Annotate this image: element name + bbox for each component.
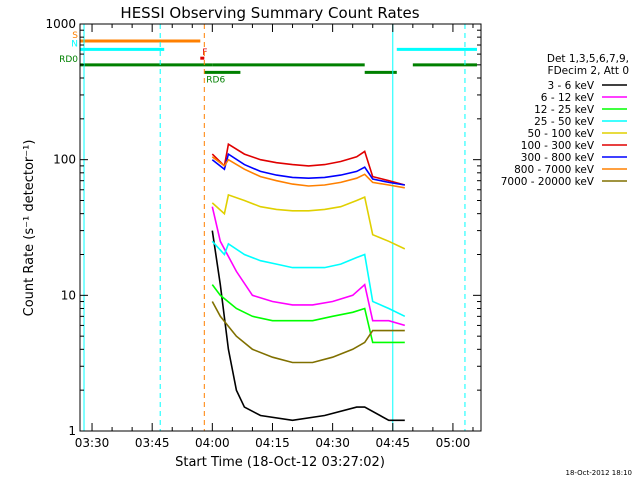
- x-axis: 03:30 03:45 04:00 04:15 04:30 04:45 05:00: [75, 24, 474, 450]
- legend-header-line: FDecim 2, Att 0: [548, 65, 629, 77]
- plot-frame: [79, 23, 482, 432]
- legend-label: 7000 - 20000 keV: [501, 176, 595, 188]
- flag-label-rd6: RD6: [206, 75, 225, 85]
- series-layer: [211, 142, 406, 422]
- series-line-7: [211, 156, 405, 189]
- series-line-6: [211, 152, 405, 186]
- y-tick-label: 1: [68, 424, 76, 438]
- legend-label: 100 - 300 keV: [521, 140, 595, 152]
- legend-label: 800 - 7000 keV: [514, 164, 595, 176]
- legend-label: 300 - 800 keV: [521, 152, 595, 164]
- series-line-5: [211, 142, 406, 186]
- series-line-1: [211, 206, 406, 327]
- legend-label: 12 - 25 keV: [534, 104, 595, 116]
- flag-label-s: S: [72, 31, 78, 41]
- legend: Det 1,3,5,6,7,9,FDecim 2, Att 0 3 - 6 keV…: [501, 53, 629, 188]
- timestamp: 18-Oct-2012 18:10: [566, 469, 632, 477]
- x-tick-label: 04:45: [375, 436, 410, 450]
- y-axis-label: Count Rate (s⁻¹ detector⁻¹): [22, 140, 37, 317]
- y-tick-label: 100: [53, 153, 76, 167]
- series-line-4: [211, 193, 406, 250]
- flags-layer: SN F RD0 RD6: [59, 31, 477, 85]
- legend-label: 50 - 100 keV: [527, 128, 594, 140]
- flag-label-n: N: [71, 39, 78, 49]
- chart-title: HESSI Observing Summary Count Rates: [120, 4, 419, 22]
- x-axis-label: Start Time (18-Oct-12 03:27:02): [175, 455, 385, 470]
- x-tick-label: 03:45: [135, 436, 170, 450]
- x-tick-label: 03:30: [75, 436, 110, 450]
- legend-header-line: Det 1,3,5,6,7,9,: [547, 53, 629, 65]
- x-tick-label: 04:30: [315, 436, 350, 450]
- series-line-2: [211, 284, 405, 344]
- series-line-8: [211, 301, 405, 364]
- x-tick-label: 05:00: [436, 436, 471, 450]
- series-line-3: [211, 240, 406, 318]
- flag-label-rd0: RD0: [59, 55, 78, 65]
- legend-label: 25 - 50 keV: [534, 116, 595, 128]
- y-tick-label: 1000: [45, 17, 76, 31]
- y-axis: 1 10 100 1000: [45, 17, 481, 438]
- y-tick-label: 10: [61, 288, 76, 302]
- vlines-layer: [83, 24, 466, 431]
- legend-label: 3 - 6 keV: [547, 80, 594, 92]
- x-tick-label: 04:00: [195, 436, 230, 450]
- flag-label-f: F: [202, 48, 207, 58]
- legend-label: 6 - 12 keV: [541, 92, 595, 104]
- x-tick-label: 04:15: [255, 436, 290, 450]
- series-line-0: [211, 230, 405, 422]
